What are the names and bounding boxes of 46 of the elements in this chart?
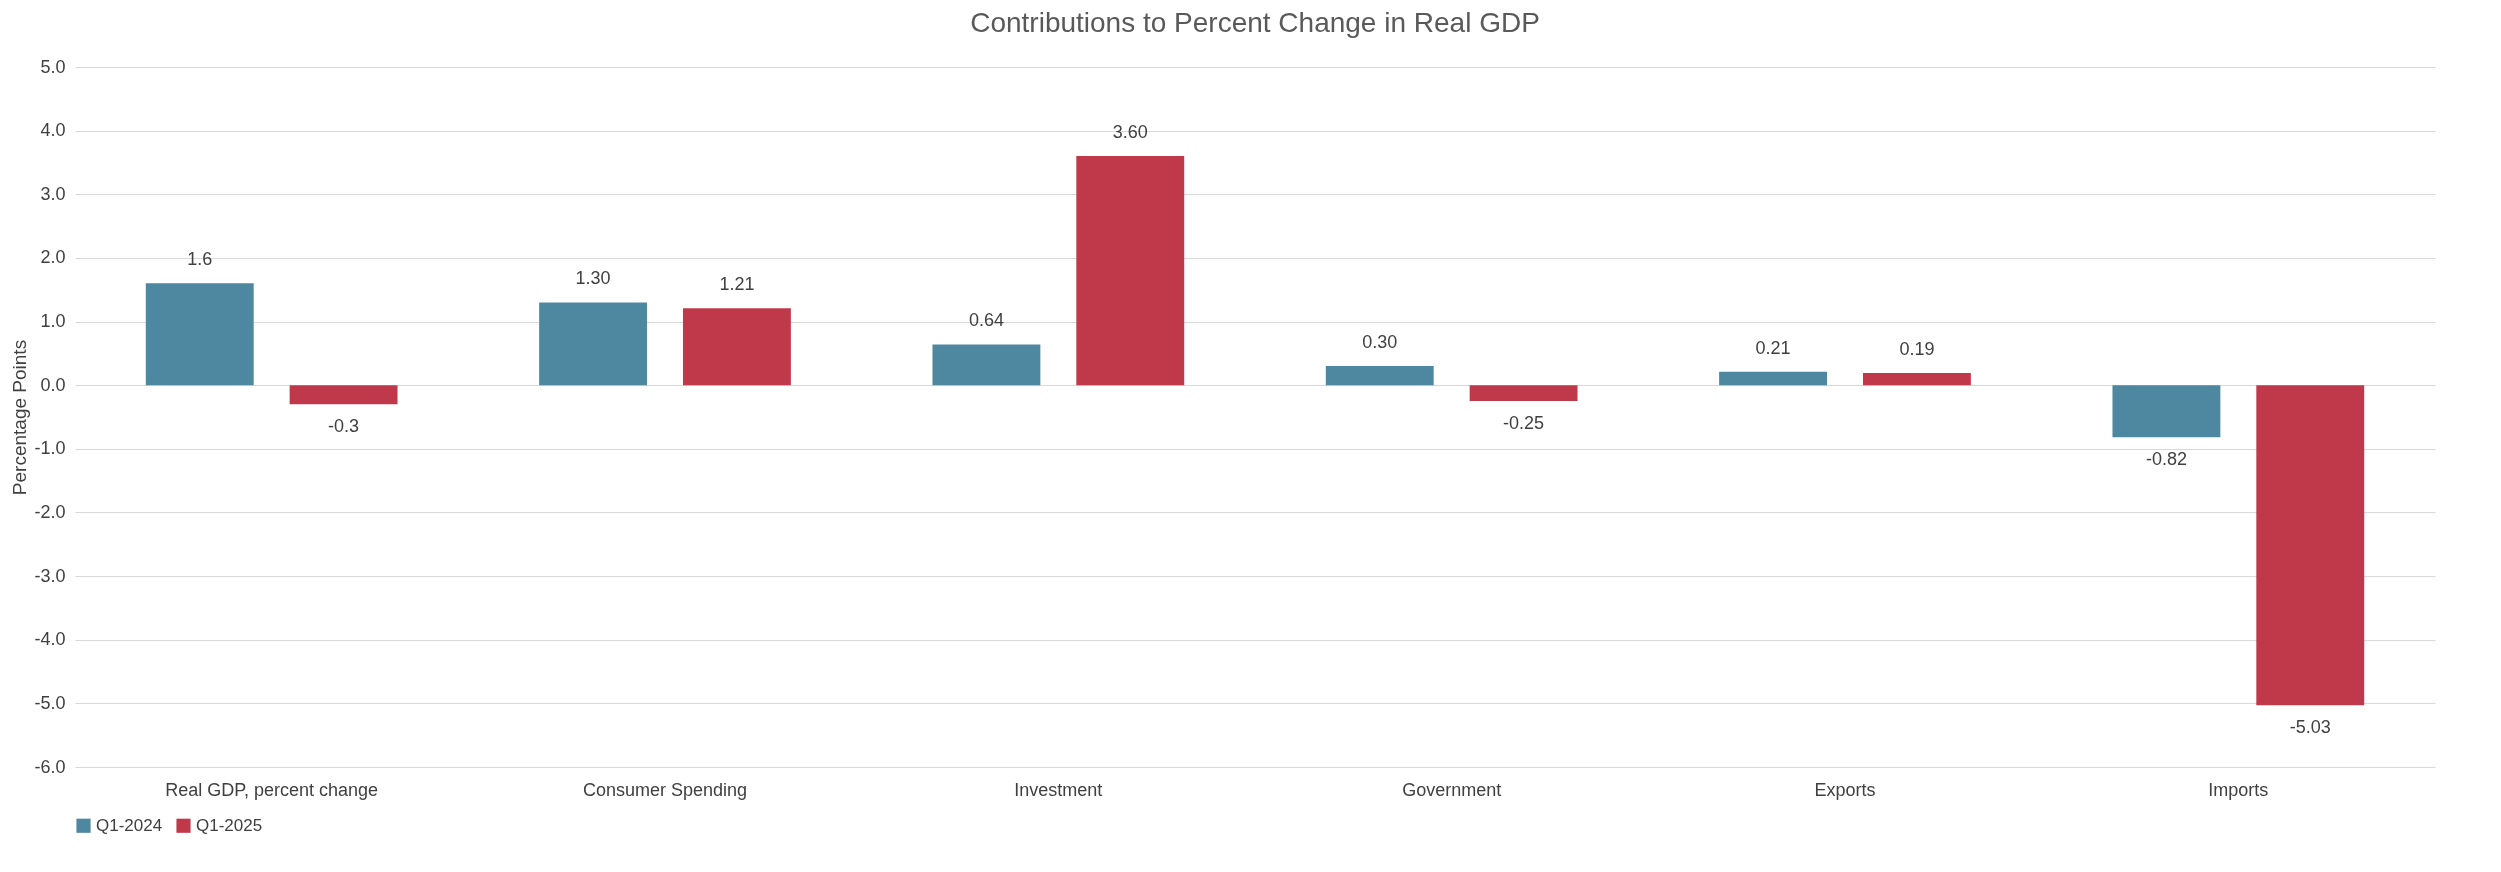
bar (1325, 366, 1434, 386)
y-tick-label: -2.0 (34, 501, 66, 522)
data-label: 0.64 (968, 310, 1004, 331)
y-tick-label: 5.0 (40, 56, 66, 77)
bar (1076, 156, 1185, 386)
bar (1469, 385, 1578, 402)
y-tick-label: -5.0 (34, 692, 66, 713)
legend-label: Q1-2025 (196, 815, 263, 835)
y-axis-title: Percentage Points (9, 339, 31, 496)
y-tick-label: 3.0 (40, 183, 66, 204)
bar (2112, 385, 2221, 438)
x-tick-label: Investment (1014, 779, 1103, 800)
y-tick-label: -1.0 (34, 438, 66, 459)
data-label: -0.82 (2145, 449, 2187, 470)
y-tick-label: 1.0 (40, 311, 66, 332)
data-label: -0.3 (328, 416, 360, 437)
bar (145, 283, 254, 386)
y-tick-label: -6.0 (34, 756, 66, 777)
data-label: 1.21 (719, 274, 755, 295)
data-label: 0.21 (1755, 337, 1791, 358)
y-tick-label: 4.0 (40, 120, 66, 141)
y-tick-label: -4.0 (34, 629, 66, 650)
x-tick-label: Consumer Spending (582, 779, 748, 800)
data-label: 1.6 (187, 249, 213, 270)
bar (682, 308, 791, 386)
y-tick-label: 2.0 (40, 247, 66, 268)
y-tick-label: 0.0 (40, 374, 66, 395)
bar (2256, 385, 2365, 706)
data-label: 1.30 (575, 268, 611, 289)
legend-label: Q1-2024 (96, 815, 163, 835)
bar (289, 385, 398, 405)
x-tick-label: Government (1402, 779, 1502, 800)
bar (1719, 371, 1828, 386)
bar (932, 344, 1041, 386)
bar (1862, 373, 1971, 386)
chart-title: Contributions to Percent Change in Real GDP (970, 7, 1540, 38)
x-tick-label: Real GDP, percent change (165, 779, 379, 800)
data-label: -5.03 (2289, 717, 2331, 738)
x-tick-label: Imports (2208, 779, 2269, 800)
data-label: -0.25 (1503, 413, 1545, 434)
y-tick-label: -3.0 (34, 565, 66, 586)
data-label: 0.19 (1899, 339, 1935, 360)
bar (539, 302, 648, 386)
data-label: 3.60 (1112, 122, 1148, 143)
x-tick-label: Exports (1814, 779, 1876, 800)
data-label: 0.30 (1362, 332, 1398, 353)
